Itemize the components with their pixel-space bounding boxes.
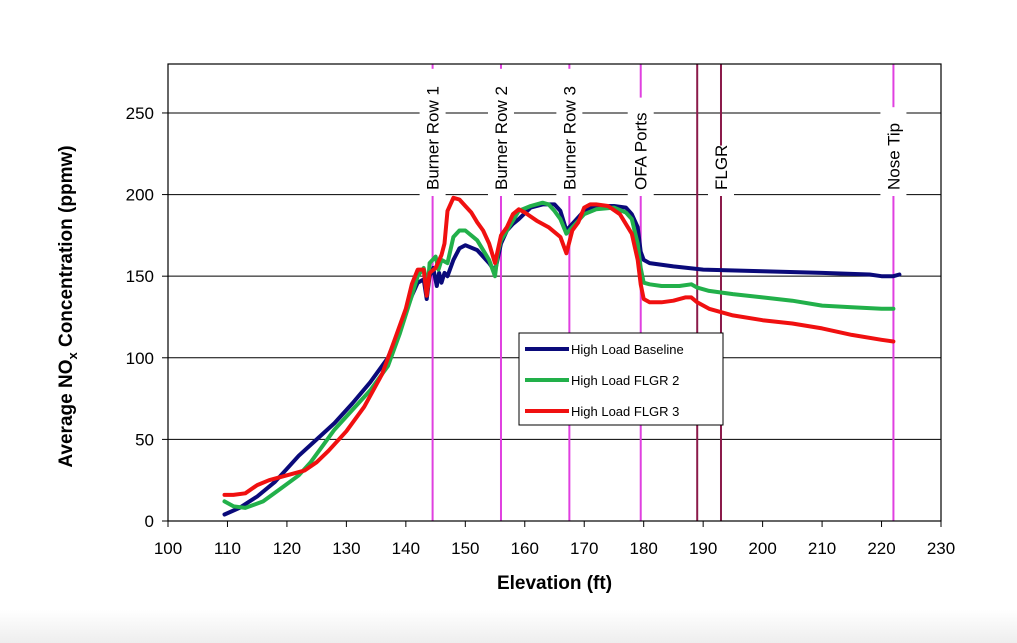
y-tick-label-100: 100	[126, 349, 154, 368]
bottom-shade	[0, 610, 1017, 643]
legend-label-2: High Load FLGR 3	[571, 404, 679, 419]
marker-label-5: FLGR	[712, 145, 731, 190]
x-axis-title: Elevation (ft)	[497, 573, 612, 594]
legend: High Load Baseline High Load FLGR 2 High L…	[518, 332, 724, 426]
x-axis-ticks: 100 110 120 130 140 150 160 170 180 190 200 210 220 2…	[154, 521, 955, 558]
x-tick-label-100: 100	[154, 539, 182, 558]
marker-label-bg-3	[627, 97, 654, 196]
x-tick-label-190: 190	[689, 539, 717, 558]
x-tick-label-210: 210	[808, 539, 836, 558]
y-axis-ticks: 0 50 100 150 200 250	[126, 104, 168, 531]
series-lines	[222, 195, 902, 517]
y-axis-title-rest: Concentration (ppmw)	[56, 145, 77, 352]
x-tick-label-110: 110	[214, 539, 241, 558]
x-tick-label-140: 140	[392, 539, 420, 558]
y-axis-title-main: Average NO	[56, 360, 77, 468]
y-axis-title-subscript: x	[65, 352, 80, 360]
x-tick-label-170: 170	[570, 539, 598, 558]
x-tick-label-230: 230	[927, 539, 955, 558]
y-tick-label-150: 150	[126, 267, 154, 286]
series-line-2	[222, 195, 896, 497]
legend-label-1: High Load FLGR 2	[571, 373, 679, 388]
marker-label-bg-5	[707, 145, 734, 196]
plot-area-frame	[167, 63, 942, 522]
y-tick-label-200: 200	[126, 186, 154, 205]
marker-label-bg-1	[487, 68, 514, 196]
y-axis-title: Average NOx Concentration (ppmw)	[56, 145, 80, 467]
marker-label-3: OFA Ports	[632, 113, 651, 190]
x-tick-label-200: 200	[748, 539, 776, 558]
x-tick-label-180: 180	[630, 539, 658, 558]
marker-label-2: Burner Row 3	[560, 86, 579, 190]
y-tick-label-0: 0	[145, 512, 154, 531]
marker-label-bg-6	[880, 107, 907, 196]
marker-label-bg-2	[556, 68, 583, 196]
y-tick-label-250: 250	[126, 104, 154, 123]
x-tick-label-120: 120	[273, 539, 301, 558]
x-tick-label-130: 130	[332, 539, 360, 558]
x-tick-label-150: 150	[451, 539, 479, 558]
marker-label-bg-0	[419, 68, 446, 196]
marker-lines: Burner Row 1 Burner Row 2 Burner Row 3 OFA …	[419, 64, 907, 521]
marker-label-1: Burner Row 2	[492, 86, 511, 190]
x-tick-label-160: 160	[511, 539, 539, 558]
legend-label-0: High Load Baseline	[571, 342, 684, 357]
y-tick-label-50: 50	[135, 430, 154, 449]
marker-label-0: Burner Row 1	[424, 86, 443, 190]
x-tick-label-220: 220	[867, 539, 895, 558]
marker-label-6: Nose Tip	[884, 123, 903, 190]
